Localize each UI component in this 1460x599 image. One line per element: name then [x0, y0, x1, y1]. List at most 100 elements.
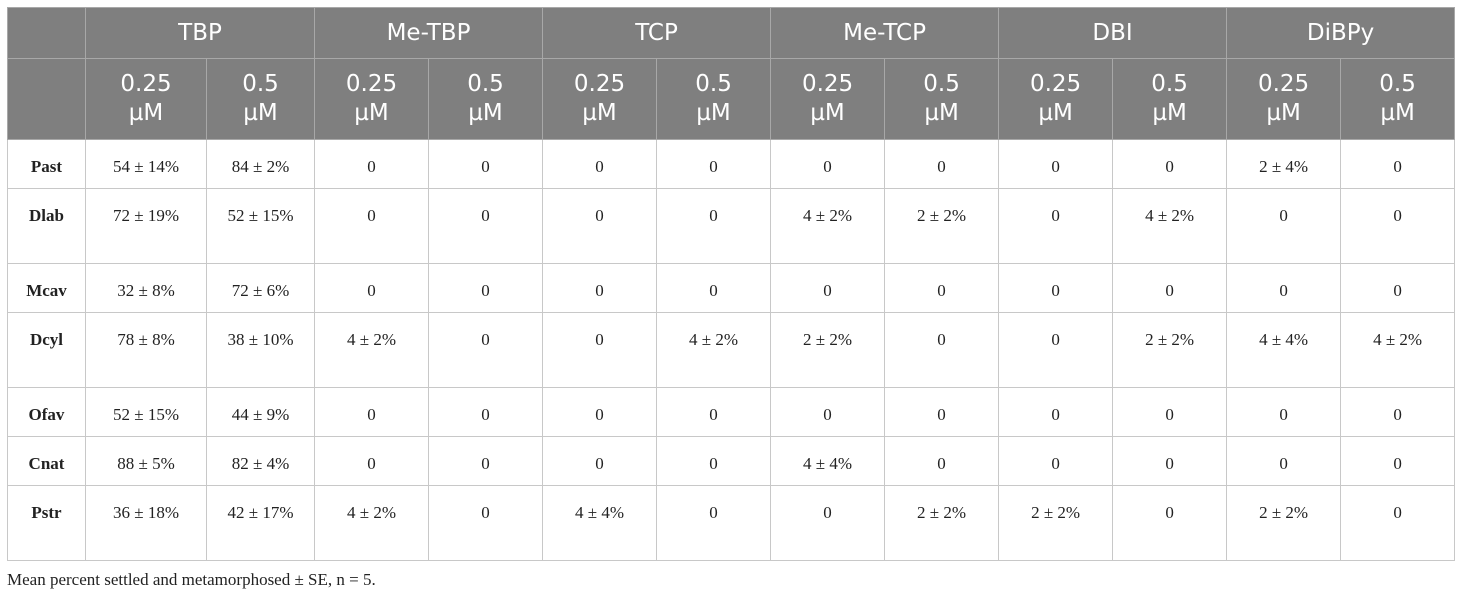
value-cell: 0 [1340, 485, 1456, 561]
concentration-value: 0.5 [695, 71, 732, 97]
value-cell: 0 [1112, 139, 1228, 189]
concentration-header: 0.25 µM [85, 58, 207, 140]
value-cell: 0 [770, 387, 886, 437]
value-cell: 0 [656, 485, 772, 561]
value-cell: 0 [314, 436, 430, 486]
table-row: Cnat 88 ± 5% 82 ± 4% 0 0 0 0 4 ± 4% 0 0 0 0 0 [7, 436, 1456, 486]
value-cell: 0 [542, 387, 658, 437]
value-cell: 44 ± 9% [205, 387, 316, 437]
value-cell: 0 [998, 436, 1114, 486]
value-cell: 0 [428, 312, 544, 388]
species-cell: Past [7, 139, 86, 189]
value-cell: 0 [1112, 436, 1228, 486]
concentration-unit: µM [810, 100, 845, 126]
value-cell: 0 [1226, 263, 1342, 313]
concentration-header: 0.5 µM [884, 58, 1000, 140]
value-cell: 0 [428, 263, 544, 313]
value-cell: 0 [542, 436, 658, 486]
value-cell: 0 [998, 387, 1114, 437]
value-cell: 72 ± 6% [205, 263, 316, 313]
value-cell: 84 ± 2% [205, 139, 316, 189]
concentration-header: 0.25 µM [542, 58, 658, 140]
value-cell: 36 ± 18% [85, 485, 207, 561]
value-cell: 38 ± 10% [205, 312, 316, 388]
value-cell: 0 [1226, 188, 1342, 264]
value-cell: 52 ± 15% [205, 188, 316, 264]
value-cell: 0 [1340, 263, 1456, 313]
concentration-value: 0.5 [1379, 71, 1416, 97]
table-row: Mcav 32 ± 8% 72 ± 6% 0 0 0 0 0 0 0 0 0 0 [7, 263, 1456, 313]
concentration-value: 0.25 [1257, 71, 1310, 97]
value-cell: 0 [1340, 139, 1456, 189]
value-cell: 4 ± 2% [656, 312, 772, 388]
corner-header [7, 7, 86, 59]
concentration-unit: µM [1266, 100, 1301, 126]
concentration-header: 0.25 µM [770, 58, 886, 140]
value-cell: 82 ± 4% [205, 436, 316, 486]
value-cell: 2 ± 2% [1112, 312, 1228, 388]
value-cell: 0 [428, 188, 544, 264]
concentration-value: 0.25 [120, 71, 172, 97]
value-cell: 52 ± 15% [85, 387, 207, 437]
concentration-header: 0.5 µM [205, 58, 316, 140]
value-cell: 2 ± 2% [884, 188, 1000, 264]
concentration-unit: µM [696, 100, 731, 126]
value-cell: 4 ± 2% [1112, 188, 1228, 264]
species-cell: Ofav [7, 387, 86, 437]
value-cell: 0 [542, 263, 658, 313]
concentration-header: 0.25 µM [1226, 58, 1342, 140]
value-cell: 0 [542, 139, 658, 189]
value-cell: 0 [998, 139, 1114, 189]
value-cell: 0 [542, 312, 658, 388]
value-cell: 42 ± 17% [205, 485, 316, 561]
concentration-header-row: 0.25 µM 0.5 µM 0.25 µM 0.5 µM 0.25 µM 0.5 µM 0.25 µM 0… [7, 58, 1456, 140]
value-cell: 4 ± 4% [542, 485, 658, 561]
group-header: TBP [84, 7, 316, 59]
value-cell: 4 ± 2% [314, 312, 430, 388]
value-cell: 0 [1112, 387, 1228, 437]
concentration-unit: µM [128, 100, 164, 126]
concentration-value: 0.25 [1029, 71, 1082, 97]
concentration-value: 0.25 [801, 71, 854, 97]
species-cell: Dlab [7, 188, 86, 264]
value-cell: 2 ± 2% [884, 485, 1000, 561]
group-header: DiBPy [1226, 7, 1456, 59]
value-cell: 4 ± 4% [770, 436, 886, 486]
value-cell: 4 ± 4% [1226, 312, 1342, 388]
concentration-header: 0.25 µM [314, 58, 430, 140]
table-row: Ofav 52 ± 15% 44 ± 9% 0 0 0 0 0 0 0 0 0 0 [7, 387, 1456, 437]
value-cell: 0 [428, 436, 544, 486]
value-cell: 4 ± 2% [1340, 312, 1456, 388]
value-cell: 0 [884, 139, 1000, 189]
value-cell: 0 [1226, 387, 1342, 437]
settlement-table: TBP Me-TBP TCP Me-TCP DBI DiBPy 0.25 µM 0.5 µM 0.… [7, 7, 1456, 561]
table-footnote: Mean percent settled and metamorphosed ±… [7, 570, 376, 589]
concentration-header: 0.25 µM [998, 58, 1114, 140]
value-cell: 0 [428, 485, 544, 561]
group-header: TCP [542, 7, 772, 59]
species-cell: Dcyl [7, 312, 86, 388]
table-container: TBP Me-TBP TCP Me-TCP DBI DiBPy 0.25 µM 0.5 µM 0.… [7, 7, 1456, 561]
value-cell: 4 ± 2% [314, 485, 430, 561]
value-cell: 4 ± 2% [770, 188, 886, 264]
concentration-value: 0.5 [242, 71, 279, 97]
value-cell: 0 [314, 188, 430, 264]
concentration-header: 0.5 µM [428, 58, 544, 140]
concentration-unit: µM [468, 100, 503, 126]
value-cell: 0 [884, 312, 1000, 388]
table-row: Past 54 ± 14% 84 ± 2% 0 0 0 0 0 0 0 0 2 ± 4% 0 [7, 139, 1456, 189]
value-cell: 2 ± 2% [998, 485, 1114, 561]
group-header: Me-TBP [314, 7, 544, 59]
group-header-row: TBP Me-TBP TCP Me-TCP DBI DiBPy [7, 7, 1456, 59]
concentration-value: 0.5 [923, 71, 960, 97]
value-cell: 0 [1112, 263, 1228, 313]
value-cell: 0 [314, 387, 430, 437]
value-cell: 0 [998, 188, 1114, 264]
value-cell: 0 [656, 436, 772, 486]
value-cell: 0 [542, 188, 658, 264]
value-cell: 72 ± 19% [85, 188, 207, 264]
concentration-unit: µM [1038, 100, 1073, 126]
value-cell: 0 [770, 485, 886, 561]
value-cell: 0 [884, 436, 1000, 486]
value-cell: 0 [428, 139, 544, 189]
